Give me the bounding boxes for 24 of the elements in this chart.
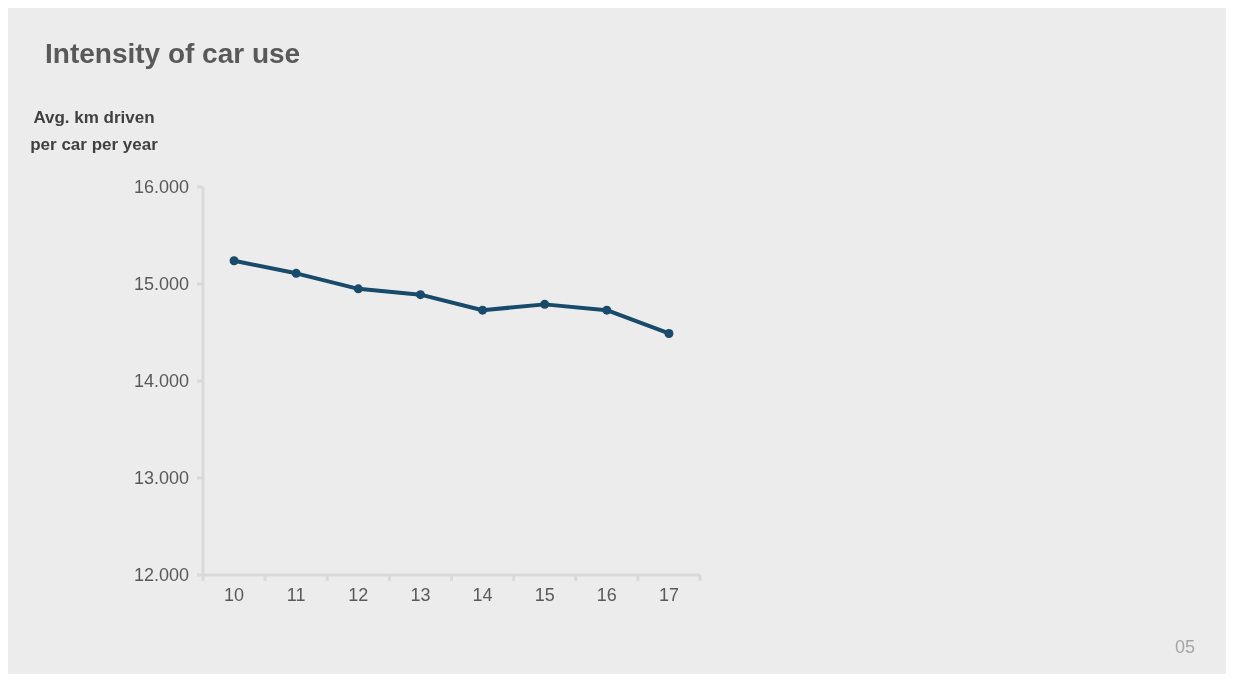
y-tick-label: 14.000	[133, 371, 189, 392]
y-tick-label: 15.000	[133, 274, 189, 295]
x-tick-label: 10	[224, 585, 245, 605]
y-axis-title: Avg. km driven per car per year	[30, 108, 159, 154]
point	[540, 299, 550, 309]
x-tick-label: 12	[348, 585, 369, 605]
y-tick-label: 13.000	[133, 468, 189, 489]
point	[602, 305, 612, 315]
x-tick-label: 14	[472, 585, 493, 605]
point	[415, 290, 425, 300]
y-tick-label: 16.000	[133, 177, 189, 198]
point	[291, 268, 301, 278]
point	[664, 328, 674, 338]
point	[229, 256, 239, 266]
point	[353, 284, 363, 294]
x-tick-label: 15	[534, 585, 555, 605]
point	[478, 305, 488, 315]
x-tick-label: 17	[658, 585, 679, 605]
chart-title: Intensity of car use	[45, 38, 301, 69]
x-tick-label: 16	[596, 585, 617, 605]
text: 05	[1174, 637, 1195, 657]
y-tick-label: 12.000	[133, 565, 189, 586]
x-tick-label: 11	[286, 585, 306, 605]
x-tick-label: 13	[410, 585, 431, 605]
